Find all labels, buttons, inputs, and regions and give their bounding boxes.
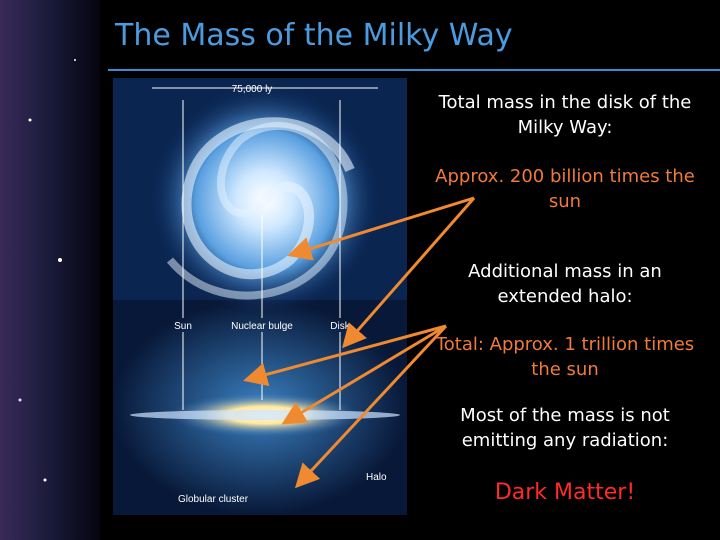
- cluster-label: Globular cluster: [178, 494, 249, 505]
- sun-label: Sun: [174, 321, 192, 332]
- halo-label: Halo: [366, 472, 387, 483]
- bulge-label: Nuclear bulge: [231, 321, 293, 332]
- text-block: Additional mass in an extended halo:: [468, 261, 662, 307]
- scale-label: 75,000 ly: [232, 84, 273, 95]
- arrows: [243, 196, 476, 489]
- text-block: Total mass in the disk of the Milky Way:: [438, 92, 692, 138]
- text-block: Total: Approx. 1 trillion times the sun: [435, 334, 695, 380]
- slide-title: The Mass of the Milky Way: [115, 18, 513, 53]
- text-block: Approx. 200 billion times the sun: [435, 166, 695, 212]
- text-block: Most of the mass is not emitting any rad…: [460, 405, 670, 451]
- text-block: Dark Matter!: [494, 480, 636, 505]
- galaxy-figure: 75,000 ly Sun Nuclear bulge Disk Halo Gl…: [113, 78, 407, 515]
- star-strip: [0, 0, 100, 540]
- disk-label: Disk: [330, 321, 350, 332]
